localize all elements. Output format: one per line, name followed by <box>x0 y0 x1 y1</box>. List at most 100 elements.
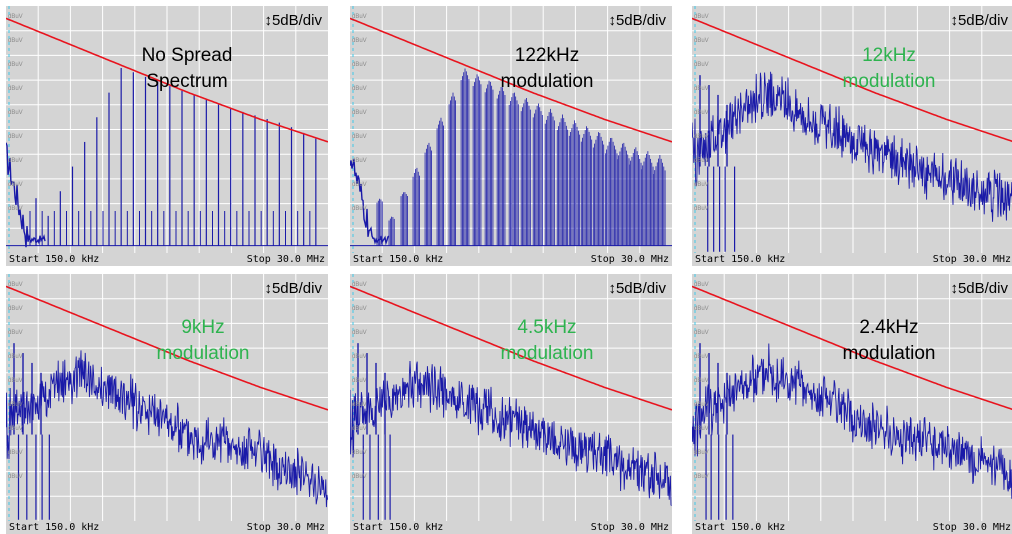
spectrum-trace <box>692 343 1012 520</box>
y-axis-label: dBuV <box>352 14 367 20</box>
panel-title-line: 9kHz <box>181 317 225 338</box>
limit-line <box>692 17 1012 143</box>
start-frequency-label: Start 150.0 kHz <box>695 254 786 265</box>
up-down-arrow-icon: ↕ <box>950 280 958 297</box>
y-axis-label: dBuV <box>8 62 23 68</box>
limit-line <box>6 285 328 411</box>
y-axis-label: dBuV <box>694 86 709 92</box>
y-axis-label: dBuV <box>8 474 23 480</box>
y-axis-label: dBuV <box>352 38 367 44</box>
up-down-arrow-icon: ↕ <box>264 12 272 29</box>
stop-frequency-label: Stop 30.0 MHz <box>246 522 325 533</box>
y-axis-label: dBuV <box>8 450 23 456</box>
limit-line <box>6 17 328 143</box>
y-axis-label: dBuV <box>8 378 23 384</box>
y-axis-label: dBuV <box>694 282 709 288</box>
stop-frequency-label: Stop 30.0 MHz <box>932 522 1011 533</box>
noise-floor <box>350 159 390 246</box>
y-axis-label: dBuV <box>8 354 23 360</box>
y-axis-label: dBuV <box>694 134 709 140</box>
panel-title: 2.4kHz modulation <box>728 315 1012 367</box>
scale-text: 5dB/div <box>957 280 1008 297</box>
spectrum-trace <box>350 343 672 520</box>
scale-text: 5dB/div <box>271 280 322 297</box>
start-frequency-label: Start 150.0 kHz <box>353 522 444 533</box>
stop-frequency-label: Stop 30.0 MHz <box>590 522 669 533</box>
y-axis-label: dBuV <box>352 402 367 408</box>
y-axis-label: dBuV <box>352 330 367 336</box>
start-frequency-label: Start 150.0 kHz <box>9 522 100 533</box>
y-axis-label: dBuV <box>352 306 367 312</box>
y-axis-label: dBuV <box>352 354 367 360</box>
panel-title: 122kHz modulation <box>386 43 672 95</box>
limit-line <box>692 285 1012 411</box>
y-axis-label: dBuV <box>8 182 23 188</box>
spectrum-panel: dBuV dBuV dBuV dBuV dBuV dBuV dBuV dBuV dBuV ↕5dB… <box>6 274 328 534</box>
spectrum-plot <box>6 274 328 521</box>
limit-line <box>350 285 672 411</box>
y-axis-label: dBuV <box>352 426 367 432</box>
up-down-arrow-icon: ↕ <box>608 280 616 297</box>
spectrum-panel: dBuV dBuV dBuV dBuV dBuV dBuV dBuV dBuV dBuV ↕5dB… <box>350 6 672 266</box>
y-axis-label: dBuV <box>352 206 367 212</box>
y-axis-label: dBuV <box>8 158 23 164</box>
y-axis-label: dBuV <box>8 134 23 140</box>
y-axis-label: dBuV <box>8 38 23 44</box>
stop-frequency-label: Stop 30.0 MHz <box>246 254 325 265</box>
spectrum-panel: dBuV dBuV dBuV dBuV dBuV dBuV dBuV dBuV dBuV ↕5dB… <box>692 6 1012 266</box>
panel-title-line: modulation <box>500 343 594 364</box>
scale-label: ↕5dB/div <box>950 280 1008 297</box>
stop-frequency-label: Stop 30.0 MHz <box>590 254 669 265</box>
start-frequency-label: Start 150.0 kHz <box>695 522 786 533</box>
y-axis-label: dBuV <box>694 426 709 432</box>
y-axis-label: dBuV <box>694 402 709 408</box>
panel-title-line: modulation <box>156 343 250 364</box>
spectrum-plot <box>6 6 328 253</box>
y-axis-label: dBuV <box>694 354 709 360</box>
panel-title-line: No Spread <box>141 45 233 66</box>
spectrum-plot <box>350 274 672 521</box>
y-axis-label: dBuV <box>694 330 709 336</box>
spectrum-trace <box>350 68 672 247</box>
scale-text: 5dB/div <box>271 12 322 29</box>
scale-text: 5dB/div <box>615 280 666 297</box>
panel-title: 12kHz modulation <box>728 43 1012 95</box>
y-axis-label: dBuV <box>352 282 367 288</box>
y-axis-label: dBuV <box>694 110 709 116</box>
panel-title-line: modulation <box>500 71 594 92</box>
y-axis-label: dBuV <box>694 38 709 44</box>
scale-label: ↕5dB/div <box>608 280 666 297</box>
y-axis-label: dBuV <box>8 306 23 312</box>
scale-label: ↕5dB/div <box>264 280 322 297</box>
spectrum-trace <box>6 343 328 520</box>
scale-text: 5dB/div <box>957 12 1008 29</box>
spread-noise <box>692 71 1012 222</box>
up-down-arrow-icon: ↕ <box>264 280 272 297</box>
y-axis-label: dBuV <box>8 86 23 92</box>
spectrum-trace <box>6 68 328 248</box>
panel-title-line: 122kHz <box>514 45 580 66</box>
y-axis-label: dBuV <box>8 110 23 116</box>
spectrum-panel: dBuV dBuV dBuV dBuV dBuV dBuV dBuV dBuV dBuV ↕5dB… <box>6 6 328 266</box>
panel-title: No Spread Spectrum <box>26 43 328 95</box>
y-axis-label: dBuV <box>694 450 709 456</box>
y-axis-label: dBuV <box>352 182 367 188</box>
y-axis-label: dBuV <box>694 14 709 20</box>
y-axis-label: dBuV <box>694 62 709 68</box>
panel-title-line: 2.4kHz <box>859 317 919 338</box>
spread-noise <box>6 350 328 508</box>
spectrum-plot <box>692 274 1012 521</box>
y-axis-label: dBuV <box>352 378 367 384</box>
spectrum-plot <box>692 6 1012 253</box>
panel-title-line: modulation <box>842 71 936 92</box>
y-axis-label: dBuV <box>352 450 367 456</box>
start-frequency-label: Start 150.0 kHz <box>9 254 100 265</box>
panel-title-line: 12kHz <box>862 45 916 66</box>
panel-title-line: modulation <box>842 343 936 364</box>
y-axis-label: dBuV <box>352 62 367 68</box>
limit-line <box>350 17 672 143</box>
y-axis-label: dBuV <box>694 182 709 188</box>
y-axis-label: dBuV <box>8 14 23 20</box>
y-axis-label: dBuV <box>352 110 367 116</box>
y-axis-label: dBuV <box>694 306 709 312</box>
